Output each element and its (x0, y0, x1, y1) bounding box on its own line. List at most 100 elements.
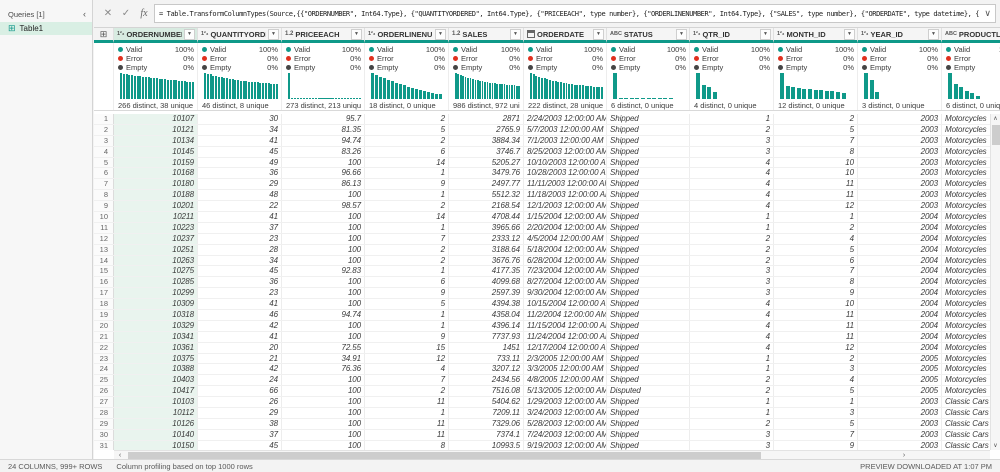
cell[interactable]: Shipped (607, 168, 690, 179)
cell[interactable]: 10375 (114, 353, 198, 364)
cell[interactable]: 3 (690, 266, 774, 277)
cell[interactable]: Motorcycles (942, 179, 990, 189)
row-number[interactable]: 13 (94, 244, 114, 255)
column-histogram[interactable] (528, 73, 604, 99)
cell[interactable]: 2005 (858, 375, 942, 386)
cell[interactable]: 11/18/2003 12:00:00 AM (524, 190, 607, 201)
cell[interactable]: 2434.56 (449, 375, 524, 386)
row-number[interactable]: 25 (94, 375, 114, 386)
cell[interactable]: 2497.77 (449, 179, 524, 190)
cell[interactable]: 95.7 (282, 114, 365, 124)
cell[interactable]: 2004 (858, 212, 942, 222)
cell[interactable]: 29 (198, 408, 282, 418)
cell[interactable]: 2003 (858, 157, 942, 168)
cell[interactable]: 10121 (114, 124, 198, 135)
cell[interactable]: 34 (198, 124, 282, 135)
row-number[interactable]: 7 (94, 179, 114, 190)
cell[interactable]: 10309 (114, 299, 198, 310)
cell[interactable]: Shipped (607, 397, 690, 408)
scroll-up-icon[interactable]: ∧ (993, 116, 998, 122)
cell[interactable]: Motorcycles (942, 158, 990, 168)
cell[interactable]: 100 (282, 397, 365, 408)
cell[interactable]: 2333.12 (449, 233, 524, 244)
cell[interactable]: 2003 (858, 190, 942, 201)
cell[interactable]: 2003 (858, 418, 942, 429)
cell[interactable]: Shipped (607, 124, 690, 135)
cell[interactable]: 11 (774, 179, 858, 190)
cell[interactable]: 10417 (114, 386, 198, 397)
collapse-panel-icon[interactable]: ‹ (83, 9, 86, 19)
cell[interactable]: 10107 (114, 114, 198, 124)
row-number[interactable]: 15 (94, 266, 114, 277)
cell[interactable]: 37 (198, 222, 282, 233)
cell[interactable]: Shipped (607, 418, 690, 429)
cell[interactable]: Shipped (607, 212, 690, 222)
cell[interactable]: 733.11 (449, 353, 524, 364)
cell[interactable]: 7737.93 (449, 331, 524, 342)
cell[interactable]: 10159 (114, 157, 198, 168)
row-number[interactable]: 18 (94, 299, 114, 310)
cell[interactable]: 10201 (114, 201, 198, 212)
cell[interactable]: Shipped (607, 320, 690, 331)
cell[interactable]: 1 (365, 266, 449, 277)
cell[interactable]: Shipped (607, 310, 690, 320)
cell[interactable]: 7/23/2004 12:00:00 AM (524, 266, 607, 277)
cell[interactable]: 98.57 (282, 201, 365, 212)
cell[interactable]: 11 (774, 331, 858, 342)
row-number[interactable]: 12 (94, 233, 114, 244)
row-number[interactable]: 28 (94, 408, 114, 418)
cell[interactable]: Shipped (607, 331, 690, 342)
cell[interactable]: 10140 (114, 429, 198, 440)
cell[interactable]: 100 (282, 418, 365, 429)
row-number[interactable]: 20 (94, 320, 114, 331)
expand-formula-icon[interactable]: ∨ (984, 8, 991, 18)
cell[interactable]: 2004 (858, 277, 942, 288)
cell[interactable]: Motorcycles (942, 147, 990, 157)
cell[interactable]: 3479.76 (449, 168, 524, 179)
cell[interactable]: 9 (365, 288, 449, 299)
row-number[interactable]: 19 (94, 310, 114, 320)
cell[interactable]: 2003 (858, 440, 942, 450)
cell[interactable]: 5404.62 (449, 397, 524, 408)
cell[interactable]: 45 (198, 146, 282, 157)
cell[interactable]: 4/5/2004 12:00:00 AM (524, 233, 607, 244)
cell[interactable]: 22 (198, 201, 282, 212)
cell[interactable]: 11/11/2003 12:00:00 AM (524, 179, 607, 190)
cell[interactable]: 7 (774, 266, 858, 277)
cell[interactable]: 3 (690, 440, 774, 450)
cell[interactable]: 1 (774, 212, 858, 222)
cell[interactable]: 12 (365, 353, 449, 364)
cell[interactable]: 23 (198, 288, 282, 299)
cell[interactable]: Shipped (607, 157, 690, 168)
cell[interactable]: 10341 (114, 331, 198, 342)
cell[interactable]: 2 (365, 201, 449, 212)
cell[interactable]: 1 (365, 190, 449, 201)
column-histogram[interactable] (453, 73, 521, 99)
formula-input[interactable]: = Table.TransformColumnTypes(Source,{{"O… (154, 4, 996, 23)
cell[interactable]: 2005 (858, 364, 942, 375)
cell[interactable]: 1 (690, 364, 774, 375)
cell[interactable]: Shipped (607, 429, 690, 440)
cell[interactable]: 2 (365, 135, 449, 146)
cell[interactable]: 3 (690, 135, 774, 146)
cell[interactable]: 1/29/2003 12:00:00 AM (524, 397, 607, 408)
row-number[interactable]: 31 (94, 440, 114, 450)
column-header-status[interactable]: ABC STATUS ▼ (607, 28, 690, 43)
cell[interactable]: 2 (365, 244, 449, 255)
cell[interactable]: 5/7/2003 12:00:00 AM (524, 124, 607, 135)
cell[interactable]: 7516.08 (449, 386, 524, 397)
cell[interactable]: 10126 (114, 418, 198, 429)
column-header-orderlinenumber[interactable]: 1²₃ORDERLINENUMBER▼ (365, 28, 449, 43)
cell[interactable]: 100 (282, 288, 365, 299)
cell[interactable]: Shipped (607, 201, 690, 212)
filter-button[interactable]: ▼ (268, 28, 279, 40)
check-icon[interactable]: ✓ (121, 8, 131, 19)
cell[interactable]: 4 (690, 299, 774, 310)
cell[interactable]: 3 (774, 408, 858, 418)
cell[interactable]: 10237 (114, 233, 198, 244)
cell[interactable]: Shipped (607, 222, 690, 233)
cell[interactable]: 1 (690, 397, 774, 408)
cell[interactable]: Classic Cars (942, 397, 990, 407)
cell[interactable]: Shipped (607, 114, 690, 124)
column-header-month_id[interactable]: 1²₃ MONTH_ID ▼ (774, 28, 858, 43)
